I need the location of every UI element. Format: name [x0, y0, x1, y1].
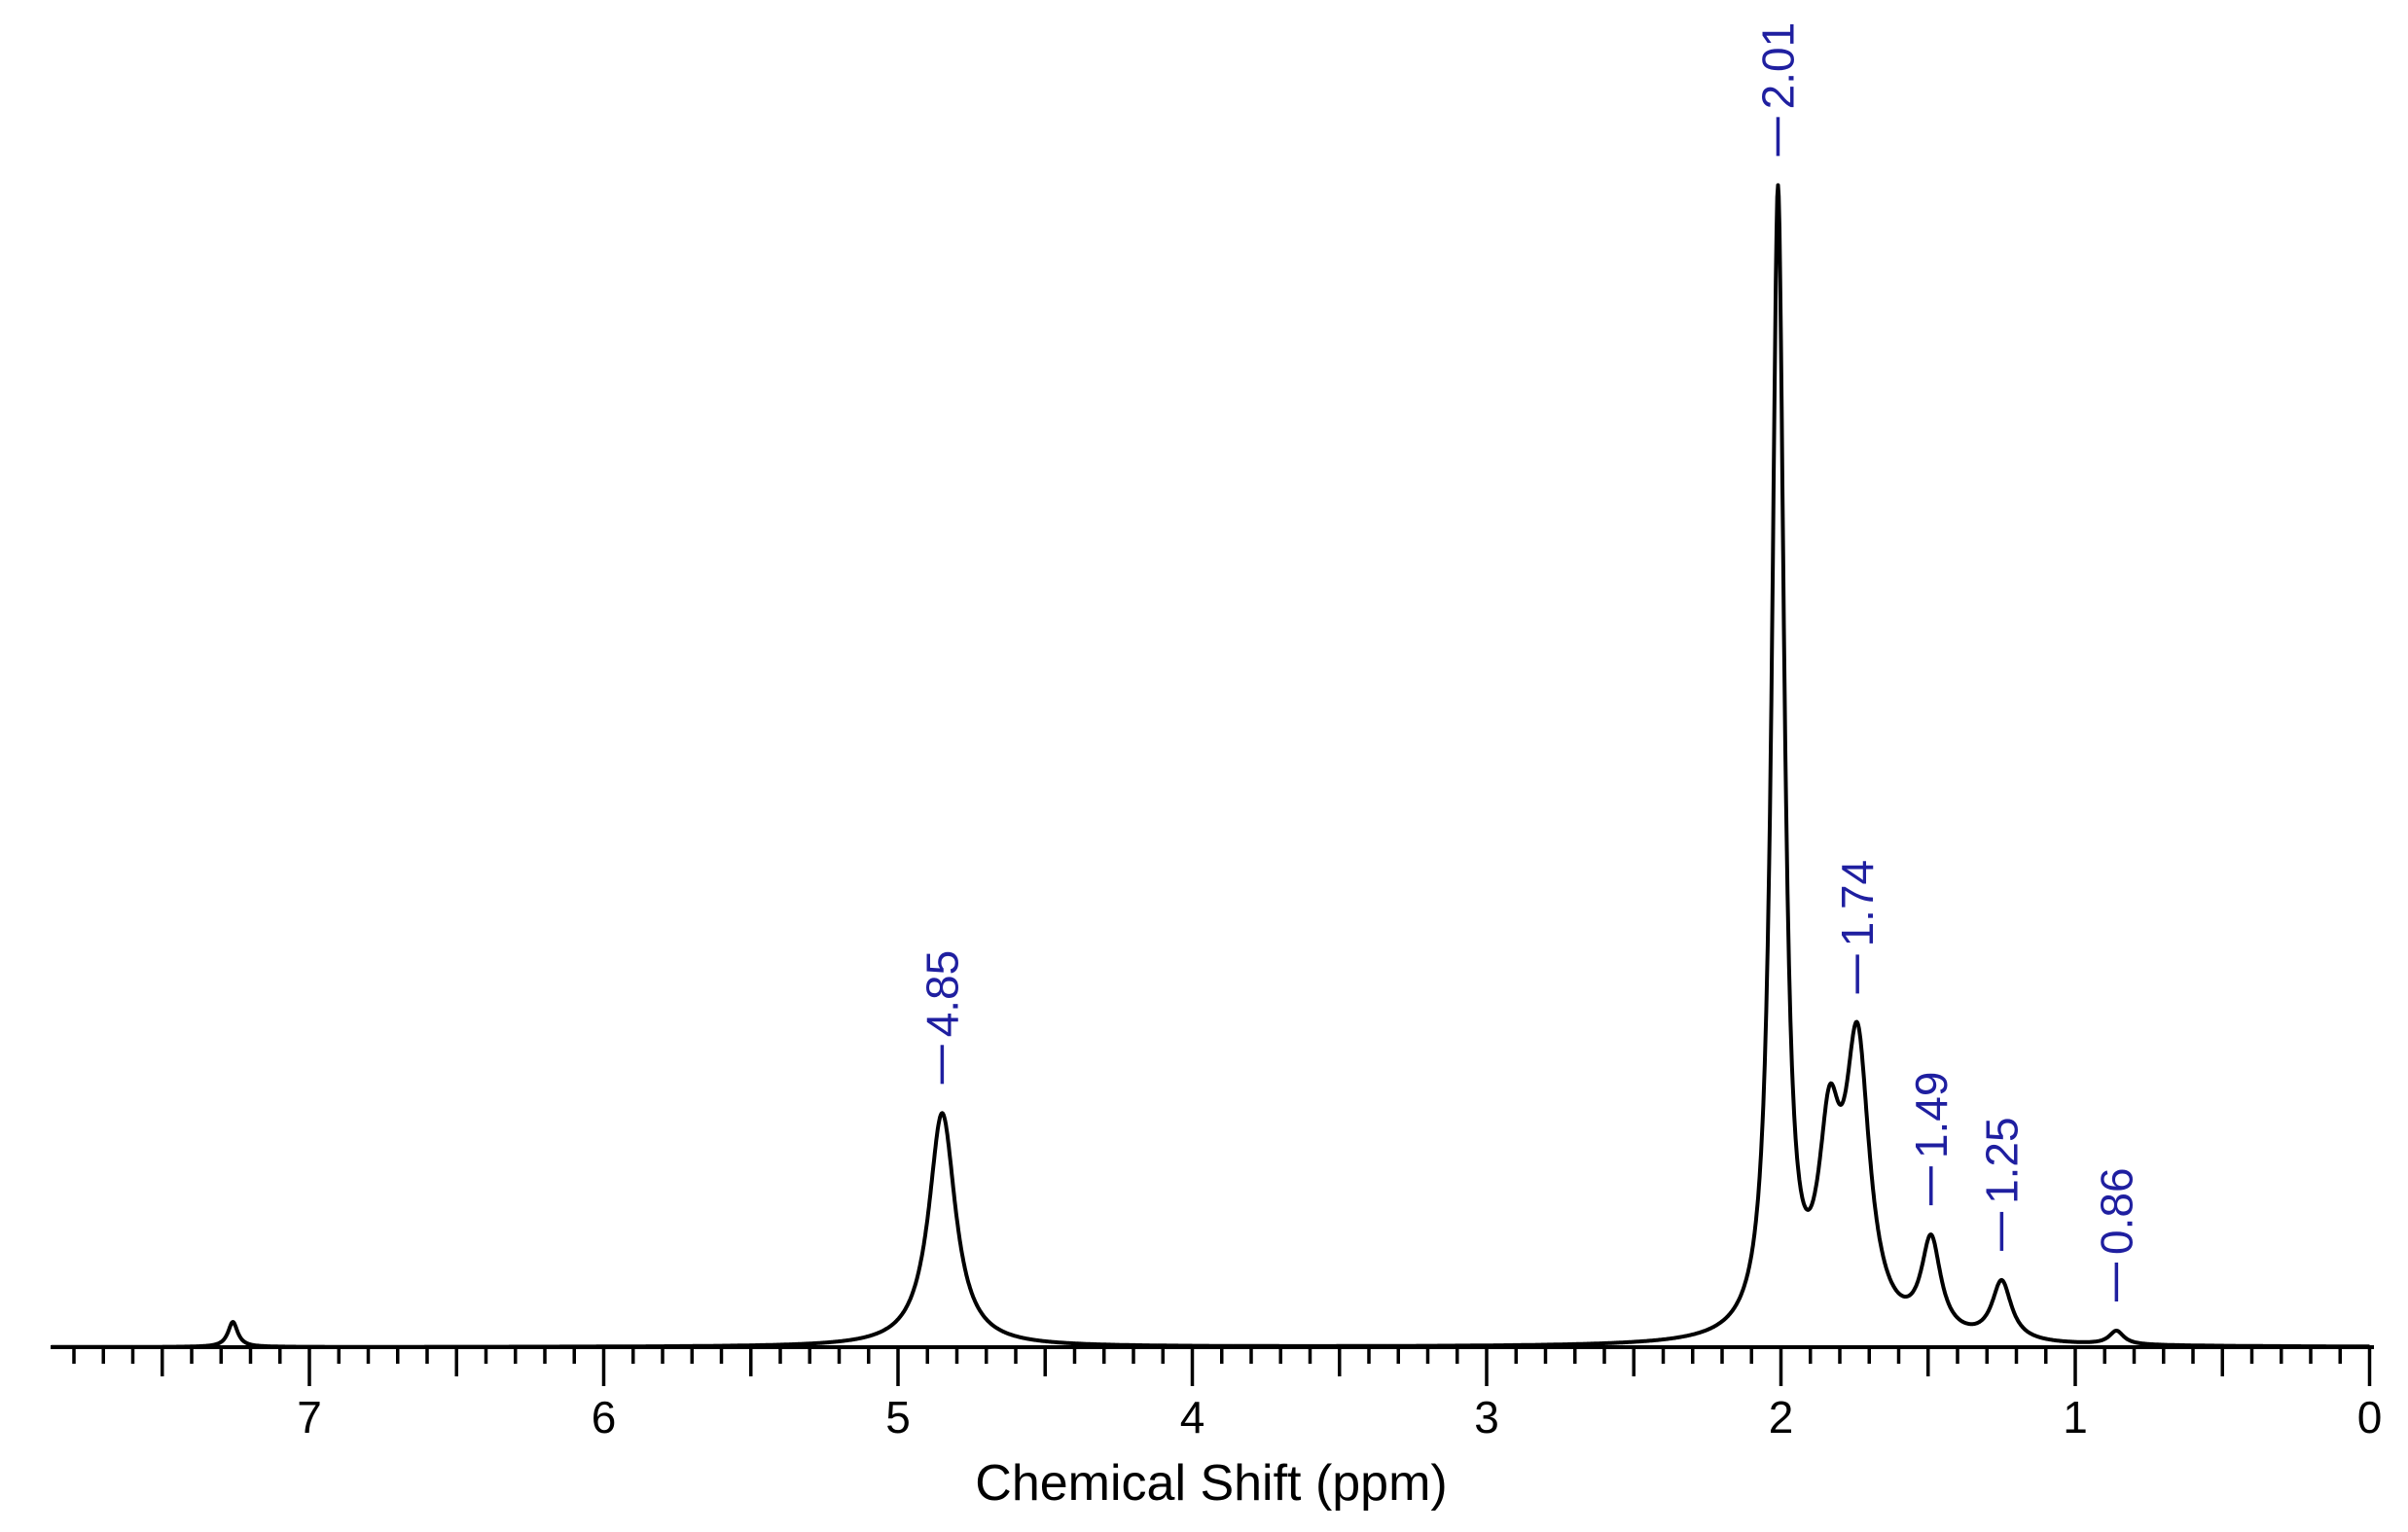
peak-label: 1.25 — [1976, 1117, 2027, 1204]
x-tick-label: 4 — [1180, 1392, 1205, 1443]
x-axis-ticks — [72, 1347, 2372, 1386]
peak-label: 1.74 — [1832, 860, 1883, 947]
x-tick-label: 5 — [885, 1392, 911, 1443]
x-tick-label: 3 — [1474, 1392, 1499, 1443]
x-tick-label: 2 — [1769, 1392, 1794, 1443]
peak-label: 0.86 — [2091, 1167, 2141, 1255]
x-axis-tick-labels: 7 6 5 4 3 2 1 0 — [297, 1392, 2382, 1443]
peak-label: 1.49 — [1906, 1072, 1957, 1159]
x-tick-label: 1 — [2063, 1392, 2088, 1443]
x-tick-label: 0 — [2357, 1392, 2383, 1443]
peak-label: 4.85 — [916, 950, 967, 1038]
peak-label: 2.01 — [1752, 22, 1803, 110]
x-axis-title: Chemical Shift (ppm) — [975, 1455, 1447, 1512]
peak-labels: 2.01 1.74 4.85 1.49 1.25 0.86 — [916, 22, 2141, 1301]
x-tick-label: 7 — [297, 1392, 322, 1443]
spectrum-line — [50, 183, 2371, 1349]
x-tick-label: 6 — [592, 1392, 617, 1443]
